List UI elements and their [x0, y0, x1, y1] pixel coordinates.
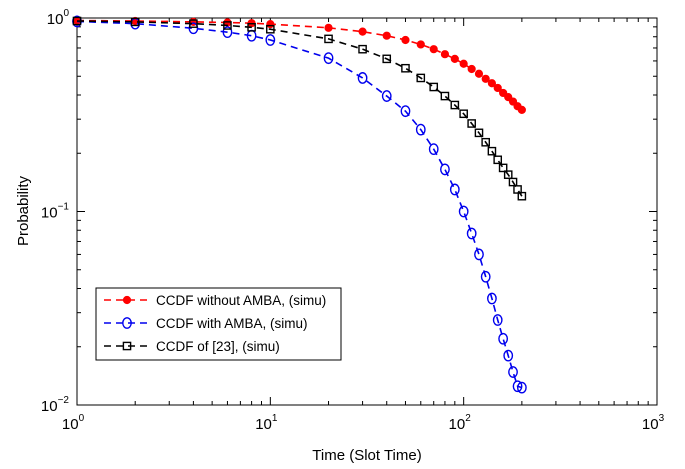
series-3-point — [508, 177, 518, 187]
minor-ticks — [77, 18, 657, 405]
series-2-point — [265, 34, 276, 46]
x-tick-label: 100 — [62, 413, 85, 433]
series-1-point — [429, 45, 438, 54]
y-axis-ticks: 10−2 10−1 100 — [41, 8, 657, 415]
series-3-point — [266, 24, 275, 34]
series-2-point — [458, 205, 469, 218]
series-2-point — [512, 380, 523, 393]
series-2-point — [381, 90, 392, 102]
series-2-point — [508, 366, 518, 378]
legend-entry-2: CCDF with AMBA, (simu) — [104, 316, 308, 331]
series-1-point — [517, 105, 526, 115]
series-1-point — [324, 23, 333, 32]
y-tick-label: 100 — [47, 8, 70, 28]
series-3-point — [416, 73, 426, 83]
series-1-point — [382, 31, 391, 40]
series-3-point — [440, 91, 450, 101]
series-3-point — [493, 155, 503, 165]
series-3-point — [487, 146, 497, 156]
series-2-point — [474, 248, 484, 261]
x-axis-ticks: 100 101 102 103 — [62, 18, 665, 433]
series-3-point — [498, 163, 508, 173]
y-axis-label: Probability — [15, 175, 32, 246]
x-tick-label: 102 — [449, 413, 472, 433]
series-1-point — [474, 69, 484, 78]
series-3 — [72, 16, 527, 201]
series-3-point — [382, 54, 392, 64]
legend-entry-1: CCDF without AMBA, (simu) — [104, 293, 326, 308]
x-axis-label: Time (Slot Time) — [312, 447, 421, 464]
legend: CCDF without AMBA, (simu) CCDF with AMBA,… — [95, 287, 342, 361]
legend-label: CCDF with AMBA, (simu) — [156, 316, 308, 331]
series-2-point — [415, 123, 426, 136]
series-3-point — [517, 191, 527, 201]
series-1-point — [416, 40, 425, 49]
series-3-point — [467, 119, 476, 128]
series-1-point — [401, 35, 410, 45]
x-tick-label: 101 — [255, 413, 278, 433]
series-2-point — [323, 52, 334, 65]
series-3-point — [401, 63, 410, 73]
legend-box — [95, 287, 342, 361]
series-3-point — [450, 100, 460, 110]
series-2-point — [492, 314, 503, 326]
series-3-point — [223, 21, 232, 30]
series-3-point — [72, 16, 82, 26]
series-1-point — [266, 19, 275, 29]
series-2-point — [503, 349, 514, 362]
series-3-point — [513, 185, 522, 194]
series-1-point — [450, 54, 459, 63]
series-1-point — [459, 59, 468, 68]
series-3-line — [76, 20, 523, 197]
series-2-point — [188, 22, 199, 35]
series-2-point — [487, 292, 497, 305]
series-2-point — [466, 227, 477, 240]
series-2-point — [440, 163, 450, 176]
series-3-point — [429, 82, 439, 92]
series-3-point — [358, 44, 367, 54]
series-3-point — [474, 128, 484, 138]
legend-swatch-marker — [122, 317, 132, 329]
series-2-point — [357, 72, 368, 84]
series-2-point — [400, 105, 411, 118]
series-3-point — [481, 137, 490, 147]
series-3-point — [130, 17, 140, 27]
series-1-point — [487, 79, 497, 88]
legend-label: CCDF without AMBA, (simu) — [156, 293, 326, 308]
series-3-point — [503, 170, 513, 179]
series-1-point — [493, 83, 502, 93]
series-layer — [72, 15, 527, 394]
series-1-point — [481, 74, 490, 83]
series-1-point — [440, 50, 450, 59]
series-2-point — [516, 381, 527, 394]
series-3-point — [324, 34, 333, 44]
series-2-point — [498, 332, 509, 345]
legend-entry-3: CCDF of [23], (simu) — [104, 339, 280, 354]
series-1-point — [467, 64, 476, 74]
legend-label: CCDF of [23], (simu) — [156, 339, 280, 354]
x-tick-label: 103 — [642, 413, 665, 433]
series-3-point — [247, 23, 256, 32]
y-tick-label: 10−2 — [41, 395, 70, 415]
legend-swatch-marker — [122, 341, 132, 351]
series-1-point — [358, 27, 367, 36]
series-3-point — [459, 109, 468, 119]
series-2-point — [222, 26, 233, 39]
series-3-point — [189, 19, 198, 28]
y-tick-label: 10−1 — [41, 202, 70, 222]
series-2-point — [480, 270, 491, 283]
series-2-point — [428, 143, 439, 156]
series-2-point — [449, 183, 460, 196]
legend-swatch-marker — [122, 295, 132, 305]
